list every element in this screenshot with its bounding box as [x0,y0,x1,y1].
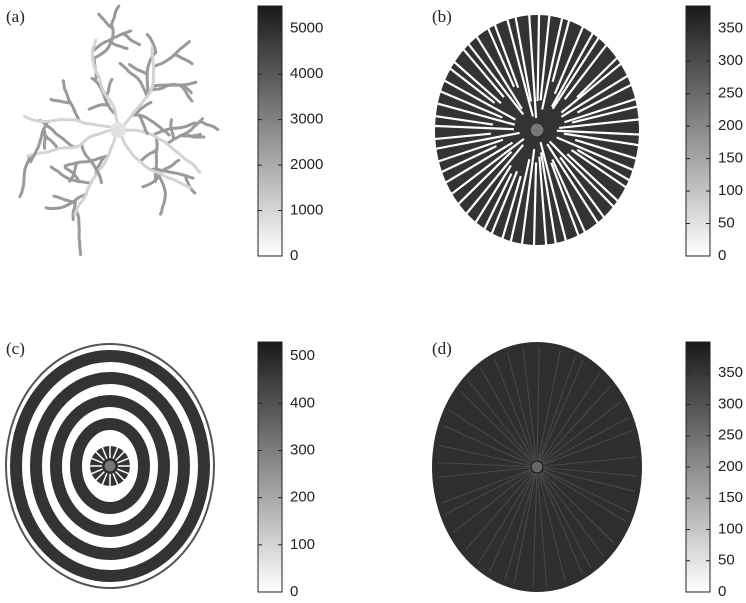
colorbar-tick-label: 300 [290,441,315,458]
dendrite-branch [51,167,91,183]
colorbar-tick-label: 100 [290,536,315,553]
colorbar-tick-label: 100 [718,182,743,199]
colorbar-tick-label: 400 [290,394,315,411]
dendrite-branch [200,122,218,130]
dendrite-branch [76,211,80,255]
fissure [538,10,540,101]
dendrite-branch [155,138,157,182]
colorbar-tick-label: 200 [718,117,743,134]
image-c [6,344,214,588]
image-a [20,6,218,254]
dendrite-branch [132,115,170,135]
dendrite-branch [92,40,118,130]
colorbar-tick-label: 200 [718,458,743,475]
colorbar-tick-label: 100 [718,520,743,537]
dendrite-branch [109,41,127,49]
colorbar [258,6,282,256]
dendrite-branch [152,82,196,86]
dendrite-branch [158,172,166,214]
seed [531,461,543,473]
dendrite-core [110,122,126,138]
image-b [429,10,645,250]
colorbar-tick-label: 250 [718,427,743,444]
dendrite-branch [162,160,179,171]
colorbar [686,6,710,256]
colorbar-tick-label: 300 [718,395,743,412]
colorbar-tick-label: 0 [290,247,298,264]
panel-label: (a) [6,7,25,26]
colorbar-tick-label: 3000 [290,111,323,128]
dendrite-branch [112,6,119,25]
dendrite-branch [141,150,157,162]
colorbar-tick-label: 350 [718,364,743,381]
colorbar-tick-label: 150 [718,150,743,167]
colorbar-tick-label: 0 [290,583,298,598]
colorbar-tick-label: 0 [718,247,726,264]
colorbar-tick-label: 2000 [290,156,323,173]
colorbar-tick-label: 200 [290,489,315,506]
colorbar-tick-label: 350 [718,20,743,37]
dendrite-branch [154,42,190,67]
colorbar-tick-label: 50 [718,215,735,232]
dendrite-branch [54,196,73,202]
dendrite-branch [25,116,118,130]
dendrite-branch [123,34,139,45]
colorbar-tick-label: 500 [290,347,315,364]
dendrite-branch [89,105,108,110]
panel-label: (c) [6,339,25,358]
seed [530,123,544,137]
seed [104,460,116,472]
page: (a)010002000300040005000(b)0501001502002… [0,0,746,603]
simulation-images [6,6,645,592]
colorbar-tick-label: 250 [718,85,743,102]
colorbar [258,342,282,592]
colorbar-tick-label: 50 [718,552,735,569]
figure: (a)010002000300040005000(b)0501001502002… [0,0,746,598]
colorbar-tick-label: 150 [718,489,743,506]
dendrite-branch [92,78,116,114]
colorbar-tick-label: 4000 [290,65,323,82]
colorbar-tick-label: 1000 [290,202,323,219]
image-d [432,342,642,592]
dendrite-branch [174,55,192,64]
panel-label: (d) [432,339,452,358]
colorbar-tick-label: 0 [718,583,726,598]
colorbar-tick-label: 5000 [290,20,323,37]
colorbar-tick-label: 300 [718,52,743,69]
panel-label: (b) [432,7,452,26]
